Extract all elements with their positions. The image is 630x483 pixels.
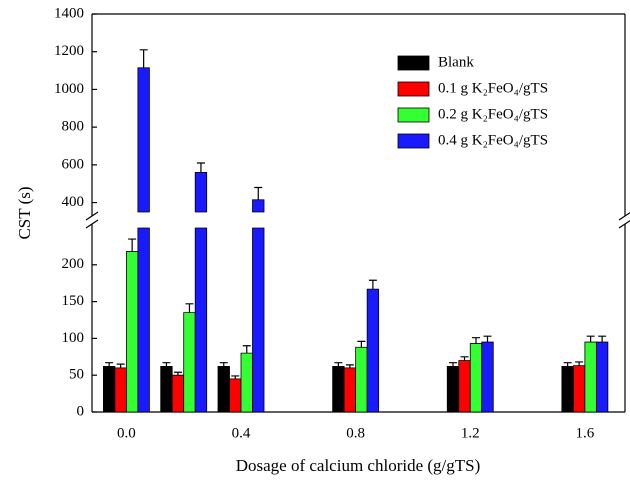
bar: [217, 365, 230, 413]
bar: [125, 251, 139, 413]
y-tick-label: 150: [62, 293, 85, 309]
y-tick-label: 0: [77, 403, 85, 419]
y-tick-label: 50: [69, 367, 84, 383]
error-bar: [242, 345, 251, 354]
legend-swatch: [397, 107, 430, 123]
error-bar: [128, 238, 137, 252]
y-tick-label: 800: [62, 119, 85, 135]
x-axis-title: Dosage of calcium chloride (g/gTS): [236, 456, 481, 475]
bar: [469, 343, 483, 413]
bar: [355, 346, 368, 413]
error-bar: [116, 363, 125, 368]
axis-break: [85, 211, 99, 229]
bar: [561, 365, 574, 413]
bar: [458, 360, 471, 413]
error-bar: [173, 371, 182, 376]
bar: [114, 367, 127, 413]
y-tick-label: 1400: [54, 5, 84, 21]
bar: [584, 341, 597, 413]
x-tick-label: 0.0: [117, 425, 136, 441]
error-bar: [460, 356, 469, 361]
bar: [240, 352, 253, 413]
bar: [229, 378, 242, 413]
legend-swatch: [397, 55, 430, 71]
bar: [595, 341, 609, 413]
bar: [366, 288, 380, 413]
x-tick-label: 1.6: [576, 425, 595, 441]
y-tick-label: 1200: [54, 43, 84, 59]
legend-label: 0.1 g K₂FeO₄/gTS: [438, 80, 548, 96]
error-bar: [105, 362, 114, 367]
error-bar: [368, 279, 377, 290]
bar: [332, 365, 345, 413]
error-bar: [185, 303, 194, 313]
legend-label: 0.4 g K₂FeO₄/gTS: [438, 132, 548, 148]
bar: [446, 365, 460, 413]
axis-break: [618, 211, 630, 229]
error-bar: [162, 362, 171, 367]
bar: [481, 341, 494, 413]
error-bar: [219, 362, 228, 367]
error-bar: [449, 362, 458, 367]
bar: [572, 365, 586, 413]
bar: [171, 374, 185, 413]
x-tick-label: 1.2: [461, 425, 480, 441]
error-bar: [196, 162, 205, 173]
y-tick-label: 400: [62, 194, 85, 210]
error-bar: [231, 375, 240, 379]
y-axis-title: CST (s): [15, 186, 34, 239]
legend-swatch: [397, 133, 430, 149]
bar: [343, 367, 357, 413]
y-tick-label: 200: [62, 256, 85, 272]
legend-label: Blank: [438, 54, 474, 70]
error-bar: [357, 340, 366, 348]
x-tick-label: 0.4: [232, 425, 251, 441]
error-bar: [563, 362, 572, 367]
bar: [183, 312, 196, 413]
error-bar: [598, 335, 607, 343]
error-bar: [472, 337, 481, 344]
y-tick-label: 1000: [54, 81, 84, 97]
bar: [252, 199, 265, 413]
error-bar: [254, 186, 263, 200]
legend-label: 0.2 g K₂FeO₄/gTS: [438, 106, 548, 122]
error-bar: [334, 362, 343, 367]
error-bar: [483, 335, 492, 343]
bar: [160, 365, 173, 413]
bar: [102, 365, 116, 413]
error-bar: [575, 361, 584, 366]
error-bar: [139, 49, 148, 68]
y-tick-label: 100: [62, 330, 85, 346]
y-tick-label: 600: [62, 156, 85, 172]
legend-swatch: [397, 81, 430, 97]
x-tick-label: 0.8: [346, 425, 365, 441]
error-bar: [586, 335, 595, 343]
error-bar: [345, 364, 354, 368]
bar: [137, 67, 150, 413]
bar: [194, 172, 208, 413]
